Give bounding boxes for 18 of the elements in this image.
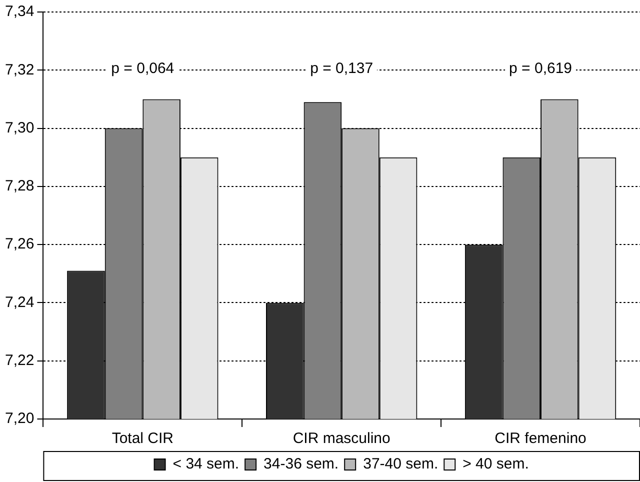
y-tick-label: 7,26: [4, 236, 34, 253]
legend-label: 37-40 sem.: [363, 456, 438, 473]
x-tick-label: CIR masculino: [292, 430, 390, 448]
y-tick-label: 7,24: [4, 294, 34, 311]
y-tick-label: 7,30: [4, 119, 34, 136]
annotation: p = 0,137: [310, 60, 374, 78]
y-tick-label: 7,28: [4, 178, 34, 195]
x-tick-label: CIR femenino: [494, 430, 586, 448]
y-tick-label: 7,20: [4, 410, 34, 428]
legend-label: 34-36 sem.: [264, 456, 339, 473]
annotation: p = 0,619: [509, 60, 572, 78]
annotation: p = 0,064: [111, 60, 174, 78]
legend-label: < 34 sem.: [172, 456, 240, 473]
legend-label: > 40 sem.: [462, 456, 529, 473]
y-tick-label: 7,22: [4, 352, 34, 369]
x-tick-label: Total CIR: [112, 430, 174, 448]
y-tick-label: 7,34: [4, 3, 34, 20]
y-tick-label: 7,32: [4, 61, 34, 78]
